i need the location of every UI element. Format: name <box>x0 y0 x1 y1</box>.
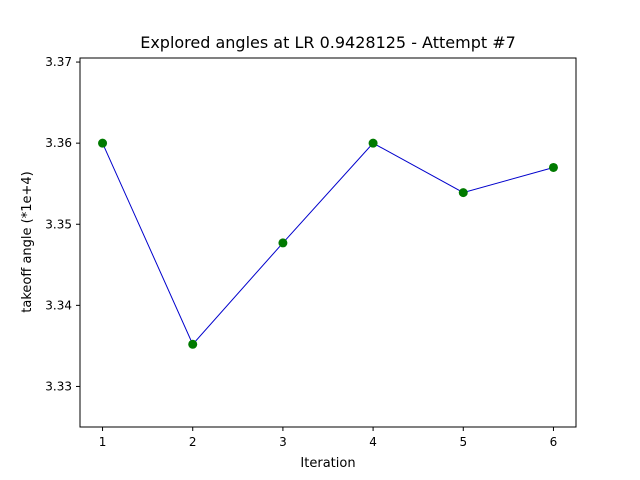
data-point <box>458 188 468 198</box>
x-axis-label: Iteration <box>300 456 355 471</box>
y-axis-label: takeoff angle (*1e+4) <box>20 171 35 312</box>
x-tick-label: 5 <box>459 435 467 449</box>
x-tick-label: 2 <box>189 435 197 449</box>
data-point <box>368 138 378 148</box>
x-tick-label: 4 <box>369 435 377 449</box>
x-tick-label: 1 <box>99 435 107 449</box>
data-point <box>188 339 198 349</box>
series-line <box>102 142 554 346</box>
axes-frame <box>79 57 577 428</box>
y-tick-label: 3.33 <box>45 379 72 393</box>
y-tick-label: 3.35 <box>45 217 72 231</box>
plot-area: 1 2 3 4 5 6 3.33 3.34 3.35 3.36 3.37 <box>45 55 577 449</box>
y-tick-label: 3.36 <box>45 136 72 150</box>
x-tick-label: 3 <box>279 435 287 449</box>
chart-title: Explored angles at LR 0.9428125 - Attemp… <box>140 33 516 52</box>
data-point <box>278 238 288 248</box>
y-tick-label: 3.37 <box>45 55 72 69</box>
x-tick-label: 6 <box>550 435 558 449</box>
y-tick-label: 3.34 <box>45 298 72 312</box>
data-point <box>548 162 558 172</box>
data-point <box>98 138 108 148</box>
